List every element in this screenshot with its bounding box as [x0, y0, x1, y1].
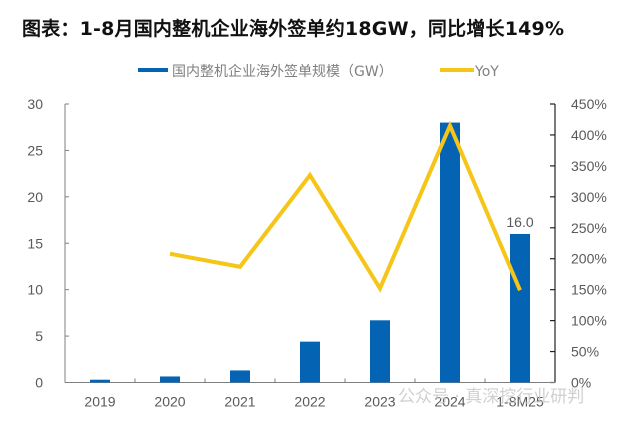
right-axis-tick-label: 50%: [571, 344, 599, 360]
bar: [370, 320, 390, 383]
x-axis-tick-label: 2023: [364, 394, 395, 410]
left-axis-tick-label: 10: [27, 282, 43, 298]
right-axis-tick-label: 450%: [571, 96, 607, 112]
legend-swatch-bar: [138, 68, 168, 72]
left-axis-tick-label: 15: [27, 235, 43, 251]
left-axis-tick-label: 5: [35, 328, 43, 344]
bar: [300, 341, 320, 383]
left-axis-tick-label: 0: [35, 375, 43, 391]
bar: [90, 379, 110, 383]
bar: [440, 122, 460, 383]
x-axis-tick-label: 2021: [224, 394, 255, 410]
watermark: 公众号 · 真深挖行业研判: [398, 387, 584, 407]
bar: [160, 376, 180, 383]
x-axis-tick-label: 2024: [434, 394, 465, 410]
right-axis-tick-label: 0%: [571, 375, 591, 391]
right-axis-tick-label: 250%: [571, 220, 607, 236]
left-axis-tick-label: 20: [27, 189, 43, 205]
right-axis-tick-label: 300%: [571, 189, 607, 205]
right-axis-tick-label: 200%: [571, 251, 607, 267]
bar: [510, 233, 530, 383]
data-label: 16.0: [506, 214, 533, 230]
bar: [230, 370, 250, 383]
right-axis-tick-label: 400%: [571, 127, 607, 143]
legend-label-line: YoY: [474, 64, 499, 80]
chart-title: 图表：1-8月国内整机企业海外签单约18GW，同比增长149%: [22, 18, 565, 40]
right-axis-tick-label: 150%: [571, 282, 607, 298]
right-axis-tick-label: 100%: [571, 313, 607, 329]
x-axis-tick-label: 2019: [84, 394, 115, 410]
x-axis-tick-label: 2020: [154, 394, 185, 410]
left-axis-tick-label: 30: [27, 96, 43, 112]
legend-swatch-line: [440, 68, 474, 72]
x-axis-tick-label: 2022: [294, 394, 325, 410]
legend-label-bar: 国内整机企业海外签单规模（GW）: [172, 63, 393, 80]
legend: 国内整机企业海外签单规模（GW） YoY: [138, 63, 499, 80]
yoy-line: [169, 120, 522, 293]
left-axis-tick-label: 25: [27, 142, 43, 158]
right-axis-tick-label: 350%: [571, 158, 607, 174]
x-axis-tick-label: 1-8M25: [496, 394, 544, 410]
